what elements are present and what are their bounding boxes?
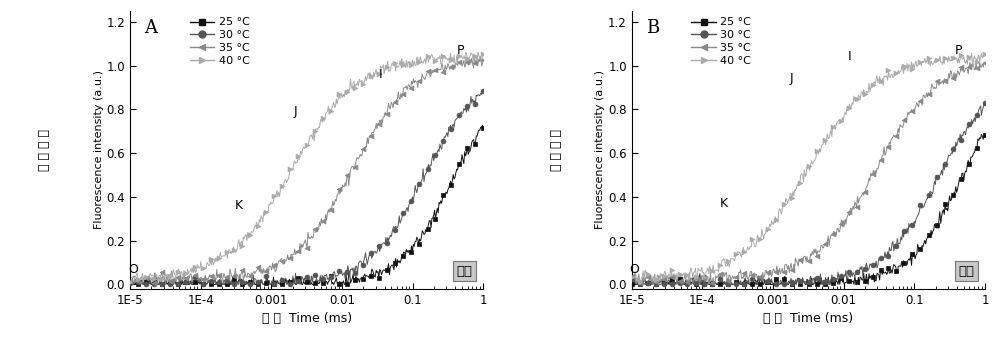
Y-axis label: Fluorescence intensity (a.u.): Fluorescence intensity (a.u.) [595, 70, 605, 229]
Text: O: O [128, 263, 138, 276]
Text: A: A [144, 19, 157, 37]
Text: P: P [457, 44, 465, 57]
Text: 雌苗: 雌苗 [958, 265, 974, 278]
Text: I: I [379, 68, 382, 81]
Legend: 25 °C, 30 °C, 35 °C, 40 °C: 25 °C, 30 °C, 35 °C, 40 °C [690, 16, 752, 67]
Text: I: I [847, 51, 851, 64]
X-axis label: 时 间  Time (ms): 时 间 Time (ms) [763, 312, 853, 325]
Text: 雄苗: 雄苗 [457, 265, 473, 278]
Text: O: O [630, 263, 640, 276]
Text: J: J [294, 105, 297, 118]
Text: 荧 光 强 度: 荧 光 强 度 [38, 129, 52, 171]
Text: J: J [789, 72, 793, 85]
Y-axis label: Fluorescence intensity (a.u.): Fluorescence intensity (a.u.) [94, 70, 104, 229]
Text: 荧 光 强 度: 荧 光 强 度 [550, 129, 563, 171]
Text: B: B [646, 19, 659, 37]
X-axis label: 时 间  Time (ms): 时 间 Time (ms) [262, 312, 352, 325]
Text: K: K [720, 197, 728, 210]
Legend: 25 °C, 30 °C, 35 °C, 40 °C: 25 °C, 30 °C, 35 °C, 40 °C [189, 16, 251, 67]
Text: P: P [955, 44, 962, 57]
Text: K: K [235, 199, 243, 212]
